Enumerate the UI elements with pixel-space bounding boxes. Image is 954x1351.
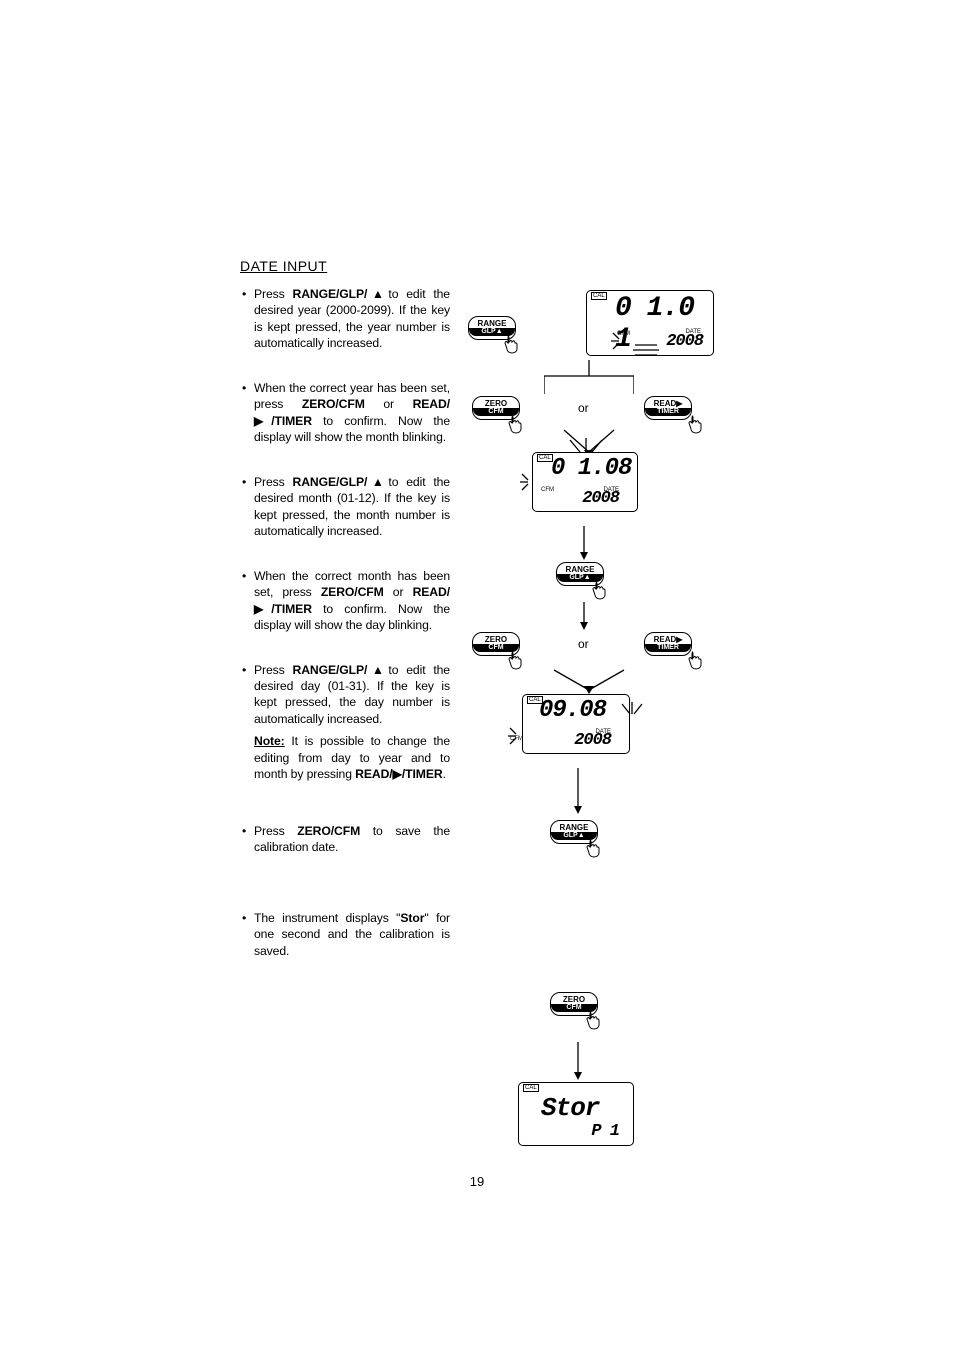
hand-icon bbox=[502, 334, 522, 354]
cal-tag: CAL bbox=[591, 292, 607, 300]
lcd-main: Stor bbox=[541, 1093, 599, 1123]
hand-icon bbox=[686, 414, 706, 434]
date-label: DATE bbox=[595, 729, 611, 735]
bullet-5: Press RANGE/GLP/▲to edit the desired day… bbox=[240, 662, 450, 728]
read-timer-button[interactable]: READ▶ TIMER bbox=[644, 396, 692, 420]
section-heading: DATE INPUT bbox=[240, 258, 714, 274]
hand-icon bbox=[590, 580, 610, 600]
lcd-month: CAL 0 1.08 2008 DATE CFM bbox=[532, 452, 638, 512]
lcd-day: CAL 09.08 2008 DATE bbox=[522, 694, 630, 754]
cal-tag: CAL bbox=[523, 1084, 539, 1092]
arrow-icon bbox=[578, 602, 590, 632]
bullet-6: Press ZERO/CFM to save the calibration d… bbox=[240, 823, 450, 856]
lcd-sub: P 1 bbox=[591, 1122, 619, 1141]
hand-icon bbox=[506, 414, 526, 434]
page-number: 19 bbox=[240, 1174, 714, 1189]
flash-icon bbox=[564, 436, 608, 456]
lcd-year: CAL 0 1.0 1 2008 DATE CFM bbox=[586, 290, 714, 356]
date-label: DATE bbox=[603, 487, 619, 493]
left-column: Press RANGE/GLP/▲to edit the desired yea… bbox=[240, 286, 450, 1166]
read-timer-button[interactable]: READ▶ TIMER bbox=[644, 632, 692, 656]
flash-icon bbox=[618, 700, 648, 730]
bullet-3: Press RANGE/GLP/▲to edit the desired mon… bbox=[240, 474, 450, 540]
bullet-7: The instrument displays "Stor" for one s… bbox=[240, 910, 450, 959]
arrow-icon bbox=[572, 768, 584, 816]
arrow-lines bbox=[544, 666, 634, 696]
arrow-icon bbox=[572, 1042, 584, 1082]
bullet-4: When the correct month has been set, pre… bbox=[240, 568, 450, 634]
lcd-stor: CAL Stor P 1 bbox=[518, 1082, 634, 1146]
cfm-label: CFM bbox=[510, 736, 523, 742]
bullet-2: When the correct year has been set, pres… bbox=[240, 380, 450, 446]
or-label: or bbox=[578, 637, 589, 651]
arrow-icon bbox=[578, 526, 590, 562]
note: Note: It is possible to change the editi… bbox=[240, 733, 450, 782]
lcd-main: 09.08 bbox=[539, 697, 606, 724]
hand-icon bbox=[584, 838, 604, 858]
bullet-1: Press RANGE/GLP/▲to edit the desired yea… bbox=[240, 286, 450, 352]
right-column: RANGE GLP▲ CAL 0 1.0 1 2008 DATE CFM bbox=[468, 286, 714, 1166]
date-label: DATE bbox=[685, 329, 701, 335]
hand-icon bbox=[506, 650, 526, 670]
flash-icon bbox=[518, 470, 542, 494]
cfm-label: CFM bbox=[541, 487, 554, 493]
lcd-main: 0 1.08 bbox=[551, 455, 631, 482]
hand-icon bbox=[686, 650, 706, 670]
hand-icon bbox=[584, 1010, 604, 1030]
